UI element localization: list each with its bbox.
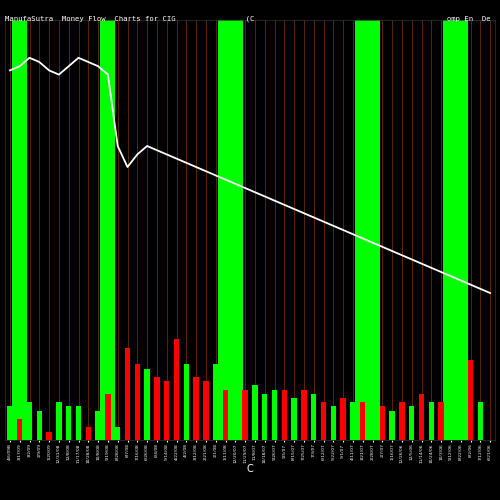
Bar [17, 419, 22, 440]
Bar [399, 402, 404, 440]
Bar [419, 394, 424, 440]
Bar [311, 394, 316, 440]
Bar [478, 402, 483, 440]
Bar [96, 410, 101, 440]
Bar [262, 394, 268, 440]
Bar [12, 20, 27, 440]
Bar [218, 20, 233, 440]
Bar [438, 402, 444, 440]
Bar [228, 20, 243, 440]
Bar [321, 402, 326, 440]
Bar [184, 364, 189, 440]
Bar [194, 377, 199, 440]
Bar [340, 398, 346, 440]
Bar [154, 377, 160, 440]
Bar [282, 390, 287, 440]
Bar [36, 410, 42, 440]
Text: ManufaSutra  Money Flow  Charts for CIG                (C                       : ManufaSutra Money Flow Charts for CIG (C [5, 15, 500, 22]
Bar [125, 348, 130, 440]
Bar [144, 368, 150, 440]
Bar [105, 394, 110, 440]
Bar [7, 406, 12, 440]
Bar [252, 386, 258, 440]
Bar [56, 402, 62, 440]
Bar [468, 360, 473, 440]
Bar [242, 390, 248, 440]
Bar [232, 377, 238, 440]
Bar [213, 364, 218, 440]
Bar [330, 406, 336, 440]
Bar [428, 402, 434, 440]
Bar [409, 406, 414, 440]
Bar [301, 390, 306, 440]
Bar [164, 381, 170, 440]
X-axis label: C: C [246, 464, 254, 474]
Bar [115, 428, 120, 440]
Bar [66, 406, 71, 440]
Bar [444, 20, 458, 440]
Bar [76, 406, 81, 440]
Bar [448, 410, 454, 440]
Bar [46, 432, 52, 440]
Bar [203, 381, 208, 440]
Bar [355, 20, 370, 440]
Bar [458, 423, 464, 440]
Bar [453, 20, 468, 440]
Bar [223, 390, 228, 440]
Bar [360, 402, 366, 440]
Bar [380, 406, 385, 440]
Bar [390, 410, 395, 440]
Bar [86, 428, 91, 440]
Bar [134, 364, 140, 440]
Bar [350, 402, 356, 440]
Bar [365, 20, 380, 440]
Bar [174, 339, 179, 440]
Bar [272, 390, 277, 440]
Bar [292, 398, 297, 440]
Bar [100, 20, 116, 440]
Bar [27, 402, 32, 440]
Bar [370, 406, 375, 440]
